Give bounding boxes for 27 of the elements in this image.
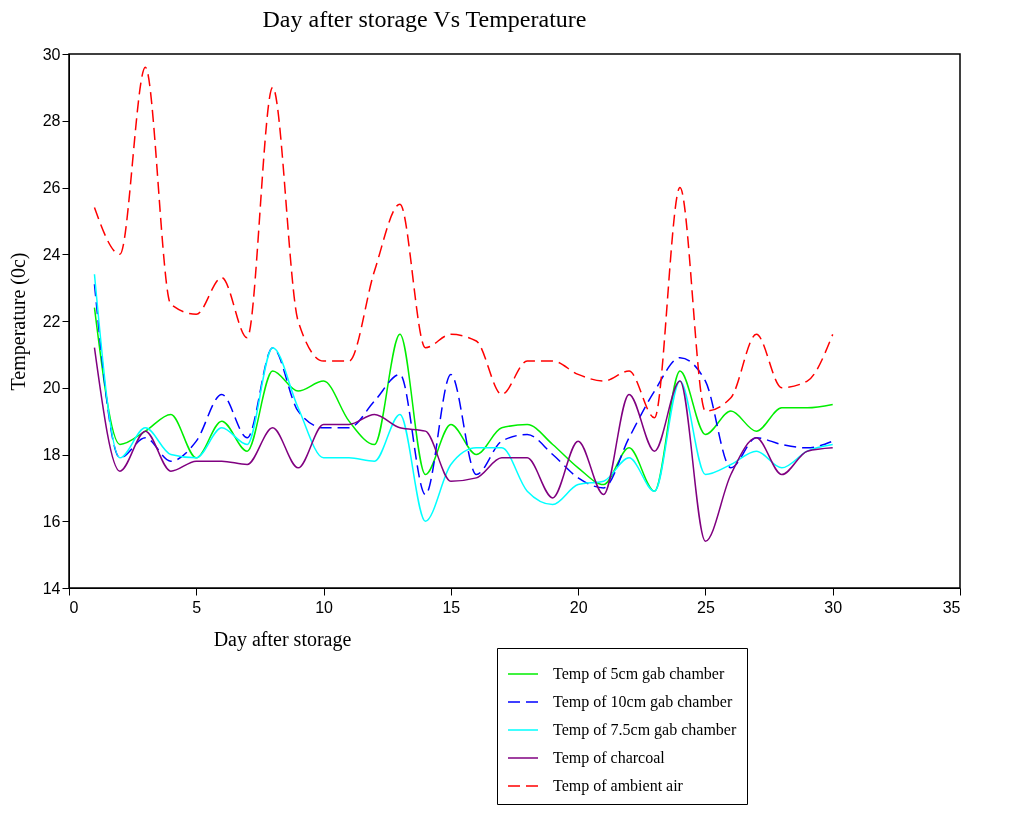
y-tick-label: 16 <box>42 512 61 530</box>
legend-label: Temp of 5cm gab chamber <box>553 665 725 683</box>
x-tick-label: 20 <box>569 598 588 616</box>
x-tick-label: 0 <box>69 598 79 616</box>
chart-title: Day after storage Vs Temperature <box>262 6 587 32</box>
x-tick-label: 30 <box>824 598 843 616</box>
legend-label: Temp of 10cm gab chamber <box>553 693 733 711</box>
legend-label: Temp of charcoal <box>553 749 666 767</box>
line-series <box>93 66 834 419</box>
y-axis-title: Temperature (0c) <box>6 252 30 391</box>
y-tick-label: 20 <box>42 379 61 397</box>
x-tick-label: 5 <box>192 598 202 616</box>
y-tick-label: 28 <box>42 112 61 130</box>
y-tick-label: 30 <box>42 45 61 63</box>
y-tick-label: 14 <box>42 579 61 597</box>
x-tick-label: 25 <box>697 598 715 616</box>
legend-label: Temp of 7.5cm gab chamber <box>553 721 737 739</box>
x-tick-label: 15 <box>442 598 461 616</box>
line-series <box>93 346 834 543</box>
y-tick-label: 18 <box>42 446 61 463</box>
x-axis-title: Day after storage <box>213 627 352 651</box>
y-tick-label: 22 <box>42 312 61 330</box>
legend-label: Temp of ambient air <box>553 777 684 795</box>
y-tick-label: 26 <box>42 179 61 196</box>
x-tick-label: 10 <box>315 598 334 616</box>
y-tick-label: 24 <box>42 245 61 263</box>
x-tick-label: 35 <box>942 598 961 616</box>
